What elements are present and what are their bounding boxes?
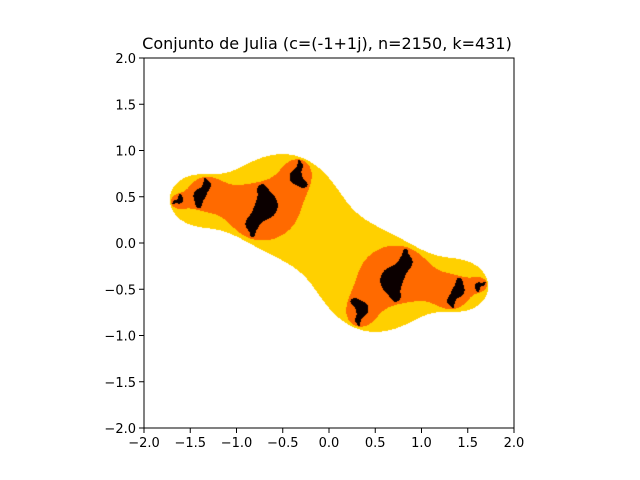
y-tick-label: −1.5 <box>104 376 136 391</box>
y-tick-label: 1.5 <box>115 98 136 113</box>
x-tick-label: −1.5 <box>174 436 206 451</box>
y-tick-label: −0.5 <box>104 283 136 298</box>
y-tick-label: 0.5 <box>115 191 136 206</box>
chart-title: Conjunto de Julia (c=(-1+1j), n=2150, k=… <box>142 34 512 53</box>
y-tick-label: −1.0 <box>104 330 136 345</box>
plot-area <box>143 57 515 429</box>
x-tick-label: −0.5 <box>267 436 299 451</box>
y-tick-label: 0.0 <box>115 237 136 252</box>
x-tick-label: −2.0 <box>128 436 160 451</box>
julia-set-image <box>144 58 514 428</box>
x-tick-label: 0.5 <box>365 436 386 451</box>
y-tick-label: 1.0 <box>115 145 136 160</box>
x-tick-label: 1.0 <box>411 436 432 451</box>
x-axis: −2.0 −1.5 −1.0 −0.5 0.0 0.5 1.0 1.5 2.0 <box>128 428 524 451</box>
x-tick-label: 2.0 <box>504 436 525 451</box>
y-tick-label: 2.0 <box>115 52 136 67</box>
x-tick-label: −1.0 <box>221 436 253 451</box>
x-tick-label: 1.5 <box>457 436 478 451</box>
y-axis: −2.0 −1.5 −1.0 −0.5 0.0 0.5 1.0 1.5 2.0 <box>104 52 144 437</box>
x-tick-label: 0.0 <box>319 436 340 451</box>
y-tick-label: −2.0 <box>104 422 136 437</box>
